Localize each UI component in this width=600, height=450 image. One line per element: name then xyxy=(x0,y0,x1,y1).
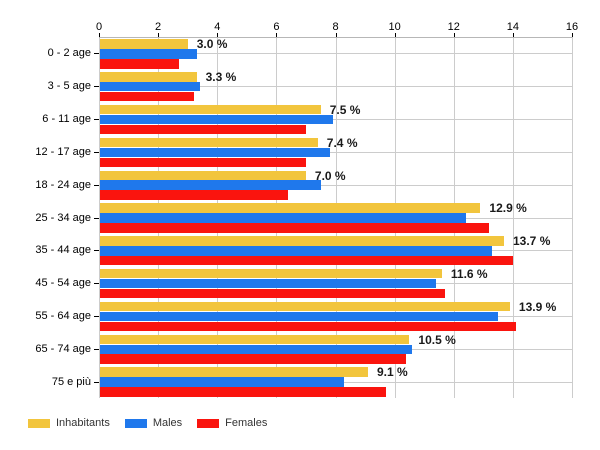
category-label: 65 - 74 age xyxy=(35,342,91,355)
bar-inhabitants-6-11age[interactable] xyxy=(100,104,321,115)
bar-inhabitants-25-34age[interactable] xyxy=(100,203,481,213)
bar-females-35-44age[interactable] xyxy=(100,255,513,266)
bar-females-18-24age[interactable] xyxy=(100,190,289,200)
x-axis-tick xyxy=(512,33,514,37)
x-axis-tick-label: 6 xyxy=(273,21,280,33)
bar-inhabitants-12-17age[interactable] xyxy=(100,137,318,148)
bar-males-55-64age[interactable] xyxy=(100,311,499,322)
y-axis-tick xyxy=(94,381,99,383)
x-axis-tick-label: 12 xyxy=(447,21,460,33)
category-label: 3 - 5 age xyxy=(47,80,91,93)
x-axis-tick xyxy=(276,33,278,37)
bar-females-55-64age[interactable] xyxy=(100,321,516,331)
y-axis-tick xyxy=(94,86,99,88)
bar-inhabitants-0-2age[interactable] xyxy=(100,39,188,49)
value-label: 7.5 % xyxy=(329,102,361,117)
bar-inhabitants-55-64age[interactable] xyxy=(100,301,510,312)
category-label: 18 - 24 age xyxy=(35,178,91,191)
x-axis-tick-label: 0 xyxy=(95,21,103,33)
value-label: 3.0 % xyxy=(196,37,228,52)
value-label: 3.3 % xyxy=(205,70,237,84)
category-label: 75 e più xyxy=(51,375,91,388)
bar-males-3-5age[interactable] xyxy=(100,81,200,92)
v-gridline xyxy=(99,37,100,398)
bar-inhabitants-45-54age[interactable] xyxy=(100,268,442,279)
females-swatch xyxy=(197,418,220,428)
x-axis-tick xyxy=(99,33,100,37)
category-label: 45 - 54 age xyxy=(35,277,91,290)
x-axis-tick-label: 16 xyxy=(565,21,579,33)
legend-item-females[interactable]: Females xyxy=(197,417,267,429)
x-axis-line xyxy=(99,37,572,38)
bar-females-65-74age[interactable] xyxy=(100,354,407,364)
legend-label-males: Males xyxy=(152,417,183,429)
bar-males-18-24age[interactable] xyxy=(100,180,321,190)
y-axis-tick xyxy=(94,283,99,285)
bar-females-6-11age[interactable] xyxy=(100,124,306,135)
v-gridline xyxy=(572,37,573,398)
y-axis-tick xyxy=(94,348,99,350)
bar-females-3-5age[interactable] xyxy=(100,91,194,102)
y-axis-tick xyxy=(94,151,99,153)
bar-inhabitants-65-74age[interactable] xyxy=(100,334,410,345)
bar-males-12-17age[interactable] xyxy=(100,147,330,158)
x-axis-tick-label: 2 xyxy=(155,21,162,33)
x-axis-tick-label: 10 xyxy=(388,21,401,33)
x-axis-tick-label: 14 xyxy=(506,21,520,33)
bar-females-75epiù[interactable] xyxy=(100,387,386,397)
x-axis-tick xyxy=(453,33,455,37)
bar-inhabitants-18-24age[interactable] xyxy=(100,170,306,180)
bar-inhabitants-3-5age[interactable] xyxy=(100,72,197,82)
bar-males-6-11age[interactable] xyxy=(100,114,333,125)
x-axis-tick-label: 8 xyxy=(332,21,339,33)
v-gridline xyxy=(512,37,514,398)
bar-males-0-2age[interactable] xyxy=(100,49,197,59)
legend-label-females: Females xyxy=(225,417,268,429)
bar-males-25-34age[interactable] xyxy=(100,213,466,223)
bar-females-25-34age[interactable] xyxy=(100,223,490,233)
bar-males-75epiù[interactable] xyxy=(100,377,345,387)
y-axis-tick xyxy=(94,217,99,219)
category-label: 0 - 2 age xyxy=(47,47,91,60)
y-axis-tick xyxy=(94,119,99,120)
bar-females-12-17age[interactable] xyxy=(100,157,306,167)
y-axis-tick xyxy=(94,53,99,55)
x-axis-tick-label: 4 xyxy=(214,21,221,33)
bar-inhabitants-35-44age[interactable] xyxy=(100,236,504,246)
x-axis-tick xyxy=(217,33,219,37)
bar-males-35-44age[interactable] xyxy=(100,246,493,256)
y-axis-tick xyxy=(94,184,99,186)
category-label: 6 - 11 age xyxy=(42,113,91,125)
value-label: 11.6 % xyxy=(450,266,488,281)
males-swatch xyxy=(124,418,147,428)
value-label: 9.1 % xyxy=(377,365,408,380)
x-axis-tick xyxy=(158,33,160,37)
legend-label-inhabitants: Inhabitants xyxy=(56,417,110,429)
legend-item-males[interactable]: Males xyxy=(124,417,183,429)
inhabitants-swatch xyxy=(28,418,50,428)
bar-males-45-54age[interactable] xyxy=(100,278,436,289)
x-axis-tick xyxy=(394,33,396,37)
x-axis-tick xyxy=(335,33,337,37)
legend: Inhabitants Males Females xyxy=(28,417,282,429)
value-label: 12.9 % xyxy=(489,201,527,216)
value-label: 7.4 % xyxy=(326,135,358,150)
legend-item-inhabitants[interactable]: Inhabitants xyxy=(28,417,110,429)
y-axis-tick xyxy=(94,316,99,317)
y-axis-tick xyxy=(94,250,99,252)
bar-females-45-54age[interactable] xyxy=(100,288,445,299)
category-label: 12 - 17 age xyxy=(35,145,91,158)
x-axis-tick xyxy=(572,33,573,37)
category-label: 25 - 34 age xyxy=(35,211,91,224)
bar-females-0-2age[interactable] xyxy=(100,59,179,69)
category-label: 55 - 64 age xyxy=(35,310,91,322)
value-label: 13.7 % xyxy=(513,234,551,249)
value-label: 7.0 % xyxy=(314,168,346,183)
value-label: 10.5 % xyxy=(418,332,456,347)
bar-inhabitants-75epiù[interactable] xyxy=(100,367,368,377)
category-label: 35 - 44 age xyxy=(35,244,91,257)
value-label: 13.9 % xyxy=(518,299,557,314)
bar-males-65-74age[interactable] xyxy=(100,344,413,354)
